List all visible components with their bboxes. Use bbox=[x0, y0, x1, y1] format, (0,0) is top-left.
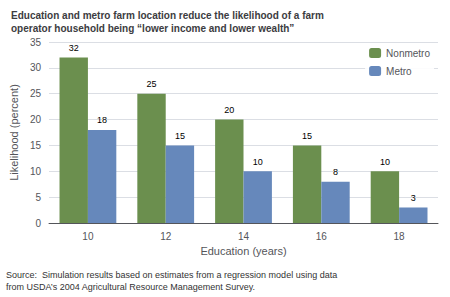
svg-text:25: 25 bbox=[30, 88, 42, 99]
svg-text:15: 15 bbox=[30, 140, 42, 151]
svg-text:20: 20 bbox=[30, 114, 42, 125]
svg-text:18: 18 bbox=[394, 231, 406, 242]
svg-text:10: 10 bbox=[253, 157, 263, 167]
svg-text:Education (years): Education (years) bbox=[200, 245, 286, 257]
svg-text:14: 14 bbox=[238, 231, 250, 242]
svg-text:15: 15 bbox=[175, 131, 185, 141]
svg-text:30: 30 bbox=[30, 62, 42, 73]
svg-text:Likelihood (percent): Likelihood (percent) bbox=[8, 84, 20, 181]
svg-text:Nonmetro: Nonmetro bbox=[386, 48, 430, 59]
svg-text:from USDA’s 2004 Agricultural: from USDA’s 2004 Agricultural Resource M… bbox=[6, 282, 255, 292]
svg-text:3: 3 bbox=[411, 193, 416, 203]
svg-text:operator household being “lowe: operator household being “lower income a… bbox=[11, 23, 294, 34]
svg-text:10: 10 bbox=[380, 157, 390, 167]
svg-text:Metro: Metro bbox=[386, 66, 412, 77]
svg-text:Education and metro farm locat: Education and metro farm location reduce… bbox=[11, 10, 324, 21]
svg-text:20: 20 bbox=[224, 105, 234, 115]
svg-text:32: 32 bbox=[69, 43, 79, 53]
svg-text:25: 25 bbox=[147, 79, 157, 89]
svg-text:18: 18 bbox=[97, 115, 107, 125]
svg-text:Source: Simulation results ba: Source: Simulation results based on esti… bbox=[6, 270, 337, 280]
svg-text:35: 35 bbox=[30, 37, 42, 48]
svg-text:10: 10 bbox=[30, 166, 42, 177]
svg-text:0: 0 bbox=[35, 218, 41, 229]
svg-text:15: 15 bbox=[302, 131, 312, 141]
svg-text:8: 8 bbox=[333, 167, 338, 177]
svg-text:10: 10 bbox=[82, 231, 94, 242]
svg-text:12: 12 bbox=[160, 231, 172, 242]
svg-text:5: 5 bbox=[35, 192, 41, 203]
svg-text:16: 16 bbox=[316, 231, 328, 242]
